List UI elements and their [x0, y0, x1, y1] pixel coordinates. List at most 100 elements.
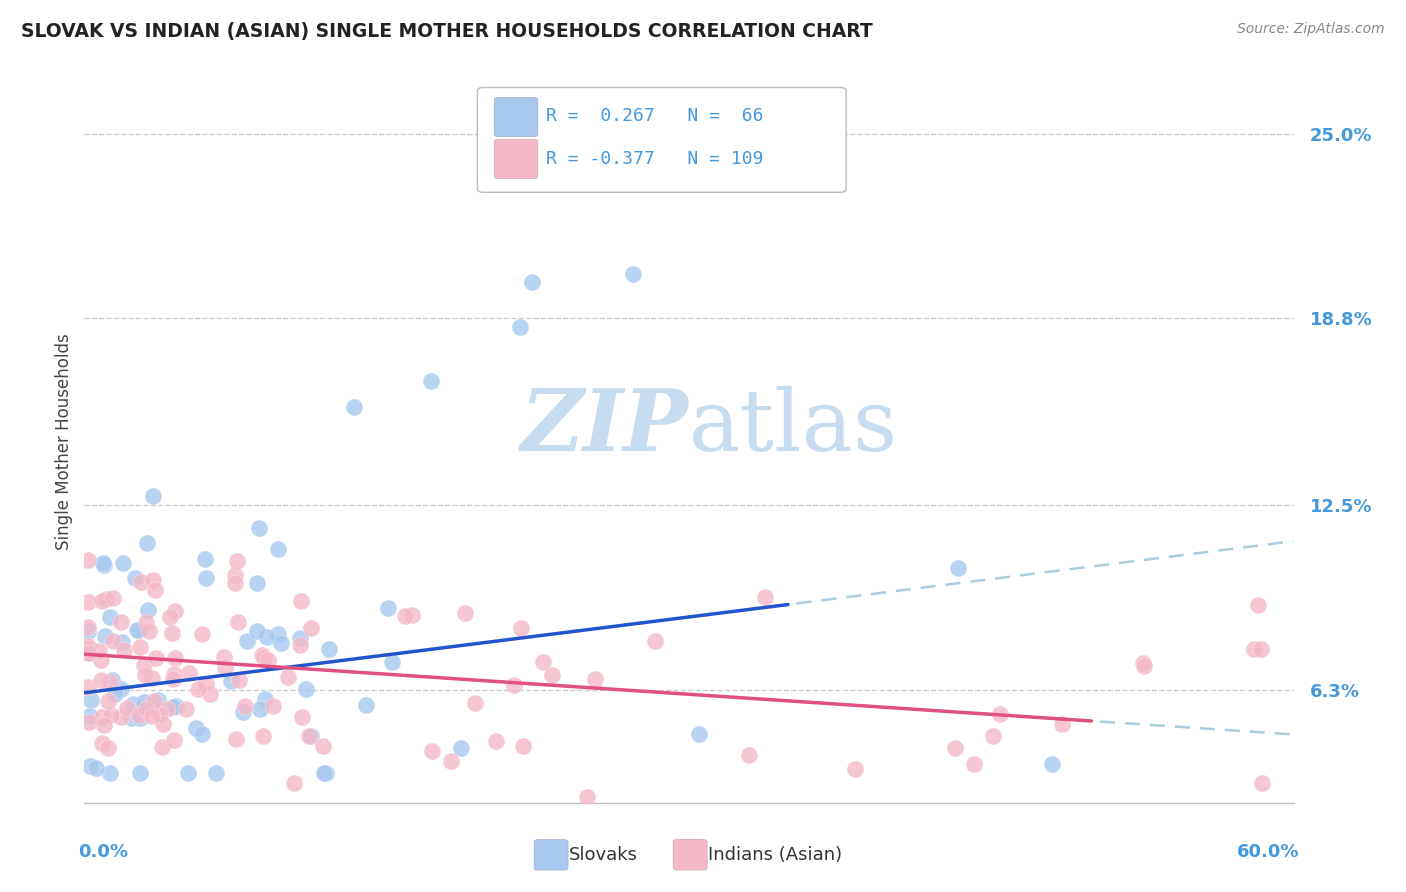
Point	[1247, 598, 1270, 612]
Point	[294, 681, 316, 696]
Point	[121, 698, 143, 712]
Point	[90, 735, 112, 749]
Point	[754, 590, 776, 604]
Point	[191, 727, 214, 741]
Point	[267, 627, 290, 641]
Point	[503, 678, 526, 692]
Point	[688, 727, 710, 741]
Point	[575, 790, 598, 805]
Point	[179, 665, 201, 680]
Point	[283, 776, 305, 790]
Point	[225, 732, 247, 747]
Point	[963, 756, 986, 771]
Point	[135, 702, 157, 716]
Point	[225, 554, 247, 568]
Point	[111, 635, 134, 649]
Point	[138, 603, 160, 617]
Point	[291, 710, 314, 724]
Text: R =  0.267   N =  66: R = 0.267 N = 66	[547, 107, 763, 125]
Point	[247, 521, 270, 535]
Point	[156, 702, 179, 716]
Point	[163, 604, 186, 618]
Point	[531, 655, 554, 669]
Point	[318, 642, 340, 657]
Point	[100, 610, 122, 624]
Text: Slovaks: Slovaks	[569, 846, 638, 863]
Point	[111, 556, 134, 570]
Point	[541, 668, 564, 682]
Point	[93, 717, 115, 731]
Point	[1040, 757, 1063, 772]
Point	[124, 571, 146, 585]
Point	[79, 708, 101, 723]
Point	[948, 561, 970, 575]
Point	[149, 707, 172, 722]
Point	[1050, 717, 1073, 731]
Point	[129, 711, 152, 725]
Point	[394, 608, 416, 623]
FancyBboxPatch shape	[673, 839, 707, 870]
Point	[163, 733, 186, 747]
Point	[77, 620, 100, 634]
Point	[91, 710, 114, 724]
Point	[94, 592, 117, 607]
Point	[1132, 656, 1154, 670]
Point	[232, 705, 254, 719]
Point	[377, 600, 399, 615]
Point	[277, 670, 299, 684]
Point	[228, 673, 250, 687]
Point	[152, 717, 174, 731]
Point	[354, 698, 377, 712]
Point	[943, 740, 966, 755]
Point	[129, 640, 152, 654]
Point	[381, 656, 404, 670]
Point	[174, 702, 197, 716]
Point	[224, 575, 246, 590]
FancyBboxPatch shape	[495, 97, 538, 136]
Point	[101, 634, 124, 648]
Point	[110, 682, 132, 697]
Point	[110, 710, 132, 724]
Text: R = -0.377   N = 109: R = -0.377 N = 109	[547, 151, 763, 169]
Point	[195, 571, 218, 585]
Point	[186, 721, 208, 735]
Point	[485, 734, 508, 748]
Point	[194, 552, 217, 566]
Point	[112, 642, 135, 657]
Point	[77, 646, 100, 660]
Point	[90, 673, 112, 687]
Point	[1133, 658, 1156, 673]
Point	[1250, 776, 1272, 790]
Point	[150, 739, 173, 754]
Point	[110, 615, 132, 629]
Point	[79, 759, 101, 773]
Point	[250, 648, 273, 663]
Point	[100, 708, 122, 723]
Point	[159, 610, 181, 624]
Point	[420, 744, 443, 758]
Point	[198, 687, 221, 701]
Point	[90, 653, 112, 667]
Point	[236, 634, 259, 648]
Point	[77, 681, 100, 695]
Point	[77, 552, 100, 566]
Point	[290, 638, 312, 652]
Text: Indians (Asian): Indians (Asian)	[709, 846, 842, 863]
Point	[80, 693, 103, 707]
Point	[512, 739, 534, 754]
Point	[138, 624, 160, 639]
Point	[129, 766, 152, 780]
Point	[343, 401, 366, 415]
Point	[162, 673, 184, 687]
Point	[134, 668, 156, 682]
Point	[120, 711, 142, 725]
Point	[129, 575, 152, 590]
Point	[145, 651, 167, 665]
Point	[94, 629, 117, 643]
Point	[246, 576, 269, 591]
Text: 0.0%: 0.0%	[79, 843, 128, 861]
Point	[420, 374, 443, 388]
Text: ZIP: ZIP	[522, 385, 689, 469]
Point	[315, 766, 337, 780]
Point	[91, 594, 114, 608]
